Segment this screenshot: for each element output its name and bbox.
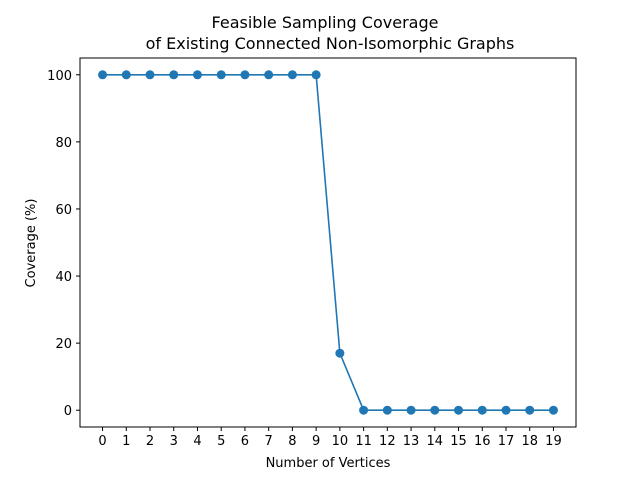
data-point bbox=[240, 70, 250, 80]
x-tick-label: 17 bbox=[498, 434, 515, 449]
data-point bbox=[548, 405, 558, 415]
chart-title-line-1: Feasible Sampling Coverage bbox=[212, 13, 439, 32]
x-tick-label: 4 bbox=[193, 434, 201, 449]
x-tick-label: 19 bbox=[545, 434, 562, 449]
x-tick-label: 18 bbox=[521, 434, 538, 449]
data-point bbox=[98, 70, 108, 80]
data-point bbox=[121, 70, 131, 80]
x-tick-label: 3 bbox=[170, 434, 178, 449]
data-point bbox=[477, 405, 487, 415]
x-tick-label: 16 bbox=[474, 434, 491, 449]
x-tick-label: 8 bbox=[288, 434, 296, 449]
x-tick-label: 5 bbox=[217, 434, 225, 449]
data-point bbox=[430, 405, 440, 415]
x-tick-label: 6 bbox=[241, 434, 249, 449]
data-point bbox=[454, 405, 464, 415]
y-tick-label: 40 bbox=[55, 270, 72, 285]
data-point bbox=[287, 70, 297, 80]
x-axis-label: Number of Vertices bbox=[266, 456, 391, 471]
x-tick-label: 13 bbox=[403, 434, 420, 449]
series-line bbox=[102, 73, 554, 412]
chart-title-line-2: of Existing Connected Non-Isomorphic Gra… bbox=[146, 34, 515, 53]
y-axis-label: Coverage (%) bbox=[24, 199, 39, 288]
x-tick-label: 1 bbox=[122, 434, 130, 449]
y-tick-label: 20 bbox=[55, 337, 72, 352]
data-point bbox=[359, 405, 369, 415]
x-tick-label: 11 bbox=[355, 434, 372, 449]
x-tick-label: 12 bbox=[379, 434, 396, 449]
y-tick-label: 60 bbox=[55, 203, 72, 218]
series-points bbox=[98, 70, 558, 415]
x-tick-label: 9 bbox=[312, 434, 320, 449]
plot-area bbox=[79, 57, 577, 428]
x-tick-label: 0 bbox=[98, 434, 106, 449]
data-point bbox=[335, 348, 345, 358]
data-point bbox=[145, 70, 155, 80]
y-tick-label: 80 bbox=[55, 136, 72, 151]
data-point bbox=[264, 70, 274, 80]
data-point bbox=[501, 405, 511, 415]
data-point bbox=[382, 405, 392, 415]
x-axis: 0 1 2 3 4 5 6 7 8 9 10 11 12 13 14 15 16 17 18 19 bbox=[98, 427, 562, 449]
x-tick-label: 15 bbox=[450, 434, 467, 449]
data-point bbox=[311, 70, 321, 80]
x-tick-label: 10 bbox=[332, 434, 349, 449]
x-tick-label: 14 bbox=[427, 434, 444, 449]
x-tick-label: 7 bbox=[265, 434, 273, 449]
data-point bbox=[525, 405, 535, 415]
data-point bbox=[216, 70, 226, 80]
y-tick-label: 0 bbox=[64, 404, 72, 419]
data-point bbox=[192, 70, 202, 80]
x-tick-label: 2 bbox=[146, 434, 154, 449]
y-axis: 0 20 40 60 80 100 bbox=[47, 69, 80, 419]
y-tick-label: 100 bbox=[47, 69, 72, 84]
data-point bbox=[406, 405, 416, 415]
data-point bbox=[169, 70, 179, 80]
